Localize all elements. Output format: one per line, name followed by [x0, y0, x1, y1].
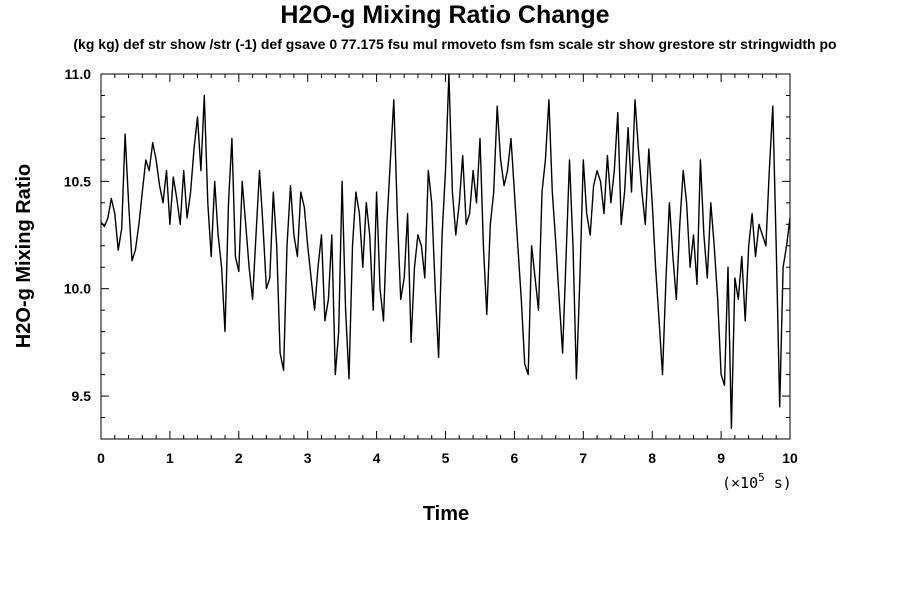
y-tick-label: 10.0	[64, 281, 91, 297]
series-line-h2o-mixing-ratio	[100, 73, 791, 429]
x-axis-label: Time	[423, 503, 469, 525]
x-tick-label: 6	[511, 450, 519, 466]
x-unit-suffix: s)	[765, 474, 792, 492]
x-tick-label: 8	[648, 450, 656, 466]
plot-area-frame	[100, 73, 791, 440]
y-tick-label: 10.5	[64, 173, 91, 189]
x-tick-label: 4	[373, 450, 381, 466]
x-axis-tick-labels: 0 1 2 3 4 5 6 7 8 9 10	[97, 450, 798, 466]
x-axis-unit-label: (×105 s)	[722, 471, 792, 492]
x-unit-exponent: 5	[758, 471, 765, 484]
x-tick-label: 7	[579, 450, 587, 466]
y-axis-label: H2O-g Mixing Ratio	[13, 164, 35, 348]
x-tick-label: 10	[782, 450, 798, 466]
chart-subtitle: (kg kg) def str show /str (-1) def gsave…	[73, 36, 836, 52]
y-axis-tick-labels: 9.5 10.0 10.5 11.0	[64, 66, 91, 404]
x-tick-label: 0	[97, 450, 105, 466]
x-tick-label: 3	[304, 450, 312, 466]
chart-title: H2O-g Mixing Ratio Change	[280, 1, 609, 29]
y-tick-label: 11.0	[65, 66, 92, 82]
x-tick-label: 1	[166, 450, 174, 466]
x-unit-prefix: (×10	[722, 474, 758, 492]
x-tick-label: 5	[442, 450, 450, 466]
y-tick-label: 9.5	[72, 388, 92, 404]
x-tick-label: 9	[717, 450, 725, 466]
x-tick-label: 2	[235, 450, 243, 466]
axis-ticks	[100, 73, 791, 440]
